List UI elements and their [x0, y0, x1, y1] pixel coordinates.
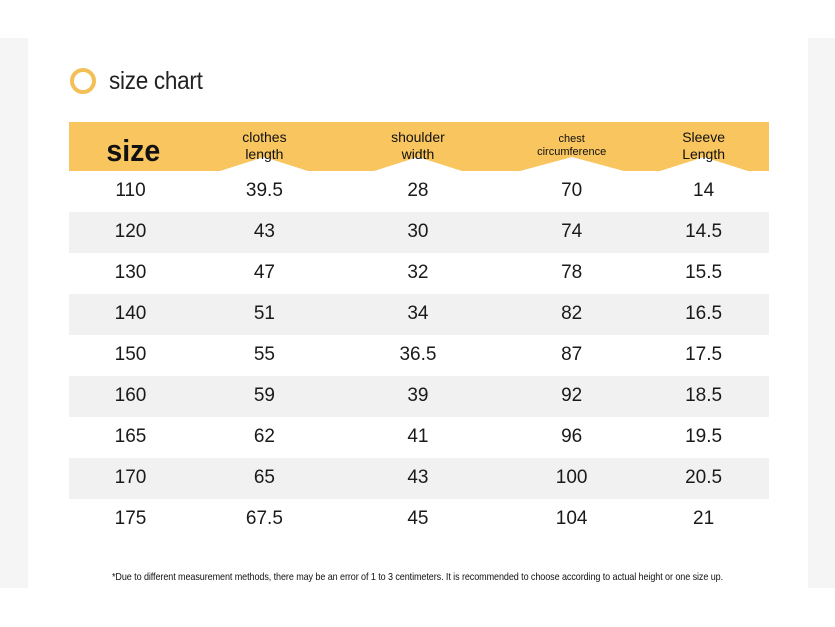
cell-clothes-length: 43 — [253, 221, 275, 243]
table-row: 170 65 43 100 20.5 — [69, 457, 769, 499]
table-header-row: size clothes length shoulder width c — [69, 122, 769, 171]
size-chart-panel — [28, 38, 808, 588]
cell-shoulder-width: 34 — [407, 303, 429, 325]
cell-clothes-length: 67.5 — [245, 508, 283, 530]
header-shoulder-width-line1: shoulder — [391, 128, 445, 145]
header-clothes-length-line1: clothes — [242, 128, 287, 145]
cell-shoulder-width: 28 — [407, 180, 429, 202]
title-row: size chart — [70, 64, 213, 98]
cell-sleeve: 15.5 — [685, 262, 723, 284]
cell-shoulder-width: 30 — [407, 221, 429, 243]
header-shoulder-width-line2: width — [401, 146, 435, 163]
cell-clothes-length: 65 — [253, 467, 275, 489]
header-clothes-length-line2: length — [245, 146, 284, 163]
header-sleeve-length: Sleeve Length — [638, 122, 769, 171]
cell-size: 160 — [114, 385, 147, 407]
header-notch — [220, 156, 309, 171]
cell-sleeve: 14 — [693, 180, 715, 202]
cell-clothes-length: 59 — [253, 385, 275, 407]
header-notch — [373, 156, 462, 171]
cell-chest: 70 — [561, 180, 583, 202]
cell-chest: 100 — [555, 467, 588, 489]
cell-shoulder-width: 32 — [407, 262, 429, 284]
cell-shoulder-width: 39 — [407, 385, 429, 407]
size-table: size clothes length shoulder width c — [69, 122, 769, 540]
table-row: 165 62 41 96 19.5 — [69, 416, 769, 458]
cell-sleeve: 14.5 — [685, 221, 723, 243]
cell-sleeve: 18.5 — [685, 385, 723, 407]
header-clothes-length: clothes length — [198, 122, 331, 171]
header-notch — [659, 156, 748, 171]
table-row: 175 67.5 45 104 21 — [69, 498, 769, 540]
cell-chest: 104 — [555, 508, 588, 530]
cell-chest: 74 — [561, 221, 583, 243]
table-row: 110 39.5 28 70 14 — [69, 170, 769, 212]
cell-shoulder-width: 45 — [407, 508, 429, 530]
header-chest-line1: chest — [558, 132, 585, 145]
cell-size: 120 — [114, 221, 147, 243]
header-chest-line2: circumference — [537, 146, 607, 159]
table-row: 130 47 32 78 15.5 — [69, 252, 769, 294]
cell-clothes-length: 47 — [253, 262, 275, 284]
header-sleeve-line2: Length — [682, 146, 726, 163]
header-size: size — [69, 122, 198, 171]
cell-chest: 92 — [561, 385, 583, 407]
cell-size: 140 — [114, 303, 147, 325]
cell-chest: 82 — [561, 303, 583, 325]
cell-shoulder-width: 43 — [407, 467, 429, 489]
table-row: 120 43 30 74 14.5 — [69, 211, 769, 253]
table-row: 160 59 39 92 18.5 — [69, 375, 769, 417]
header-notch — [519, 156, 624, 171]
header-chest-circumference: chest circumference — [505, 122, 638, 171]
cell-sleeve: 21 — [693, 508, 715, 530]
cell-chest: 87 — [561, 344, 583, 366]
cell-sleeve: 16.5 — [685, 303, 723, 325]
cell-size: 165 — [114, 426, 147, 448]
cell-size: 110 — [115, 180, 146, 202]
table-row: 150 55 36.5 87 17.5 — [69, 334, 769, 376]
measurement-note: *Due to different measurement methods, t… — [111, 571, 724, 583]
cell-chest: 78 — [561, 262, 583, 284]
cell-shoulder-width: 41 — [407, 426, 429, 448]
cell-clothes-length: 39.5 — [245, 180, 283, 202]
circle-icon — [70, 68, 96, 94]
page-title: size chart — [109, 66, 203, 95]
header-size-label: size — [106, 133, 161, 168]
cell-size: 150 — [114, 344, 147, 366]
cell-sleeve: 20.5 — [685, 467, 723, 489]
header-shoulder-width: shoulder width — [331, 122, 505, 171]
cell-sleeve: 17.5 — [685, 344, 723, 366]
cell-size: 175 — [114, 508, 147, 530]
cell-chest: 96 — [561, 426, 583, 448]
cell-sleeve: 19.5 — [685, 426, 723, 448]
cell-clothes-length: 55 — [253, 344, 275, 366]
table-row: 140 51 34 82 16.5 — [69, 293, 769, 335]
cell-size: 130 — [114, 262, 147, 284]
cell-size: 170 — [114, 467, 147, 489]
cell-shoulder-width: 36.5 — [399, 344, 437, 366]
cell-clothes-length: 51 — [253, 303, 275, 325]
header-sleeve-line1: Sleeve — [682, 128, 725, 145]
cell-clothes-length: 62 — [253, 426, 275, 448]
